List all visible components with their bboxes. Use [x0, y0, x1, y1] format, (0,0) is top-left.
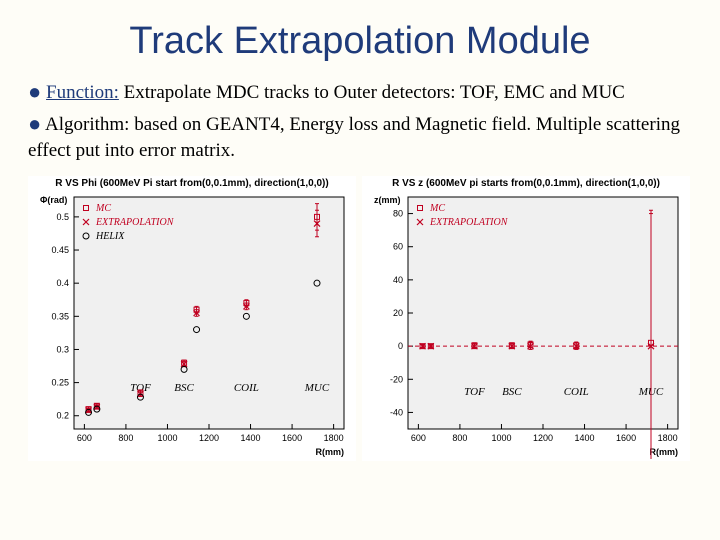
bullet-1-text: Extrapolate MDC tracks to Outer detector…: [119, 82, 625, 103]
svg-text:COIL: COIL: [234, 382, 259, 394]
bullet-1-label: Function:: [46, 82, 119, 103]
svg-text:600: 600: [77, 433, 92, 443]
plot-left: R VS Phi (600MeV Pi start from(0,0.1mm),…: [28, 176, 356, 461]
svg-text:TOF: TOF: [464, 386, 485, 398]
svg-text:Φ(rad): Φ(rad): [40, 195, 67, 205]
svg-text:600: 600: [411, 433, 426, 443]
svg-text:HELIX: HELIX: [95, 231, 125, 242]
bullet-2: ● Algorithm: based on GEANT4, Energy los…: [28, 109, 692, 164]
svg-text:R(mm): R(mm): [316, 447, 345, 457]
svg-text:z(mm): z(mm): [374, 195, 401, 205]
svg-text:800: 800: [452, 433, 467, 443]
plot-left-title: R VS Phi (600MeV Pi start from(0,0.1mm),…: [30, 178, 354, 189]
slide-title: Track Extrapolation Module: [28, 20, 692, 63]
svg-text:0.5: 0.5: [56, 212, 69, 222]
svg-text:1600: 1600: [282, 433, 302, 443]
svg-text:1400: 1400: [241, 433, 261, 443]
svg-text:-20: -20: [390, 374, 403, 384]
svg-text:20: 20: [393, 308, 403, 318]
svg-text:MUC: MUC: [304, 382, 330, 394]
svg-text:BSC: BSC: [174, 382, 194, 394]
bullet-icon: ●: [28, 79, 41, 104]
svg-text:1800: 1800: [324, 433, 344, 443]
svg-text:0: 0: [398, 341, 403, 351]
svg-text:0.3: 0.3: [56, 344, 69, 354]
svg-text:MC: MC: [95, 203, 111, 214]
svg-text:R(mm): R(mm): [650, 447, 679, 457]
svg-text:EXTRAPOLATION: EXTRAPOLATION: [95, 217, 175, 228]
plot-right-title: R VS z (600MeV pi starts from(0,0.1mm), …: [364, 178, 688, 189]
bullet-icon: ●: [28, 111, 41, 136]
svg-text:0.35: 0.35: [51, 311, 69, 321]
svg-text:1600: 1600: [616, 433, 636, 443]
svg-text:60: 60: [393, 242, 403, 252]
svg-text:1200: 1200: [199, 433, 219, 443]
svg-text:0.2: 0.2: [56, 411, 69, 421]
svg-text:80: 80: [393, 209, 403, 219]
svg-text:BSC: BSC: [502, 386, 522, 398]
svg-text:1000: 1000: [491, 433, 511, 443]
svg-text:1200: 1200: [533, 433, 553, 443]
svg-text:EXTRAPOLATION: EXTRAPOLATION: [429, 217, 509, 228]
svg-text:MC: MC: [429, 203, 445, 214]
svg-text:1000: 1000: [157, 433, 177, 443]
svg-text:800: 800: [118, 433, 133, 443]
svg-text:0.25: 0.25: [51, 378, 69, 388]
plot-right: R VS z (600MeV pi starts from(0,0.1mm), …: [362, 176, 690, 461]
bullet-2-text: Algorithm: based on GEANT4, Energy loss …: [28, 114, 680, 162]
svg-text:COIL: COIL: [564, 386, 589, 398]
svg-text:1400: 1400: [575, 433, 595, 443]
svg-text:0.4: 0.4: [56, 278, 69, 288]
bullet-1: ● Function: Extrapolate MDC tracks to Ou…: [28, 77, 692, 107]
svg-text:1800: 1800: [658, 433, 678, 443]
svg-text:0.45: 0.45: [51, 245, 69, 255]
svg-text:40: 40: [393, 275, 403, 285]
svg-text:-40: -40: [390, 407, 403, 417]
